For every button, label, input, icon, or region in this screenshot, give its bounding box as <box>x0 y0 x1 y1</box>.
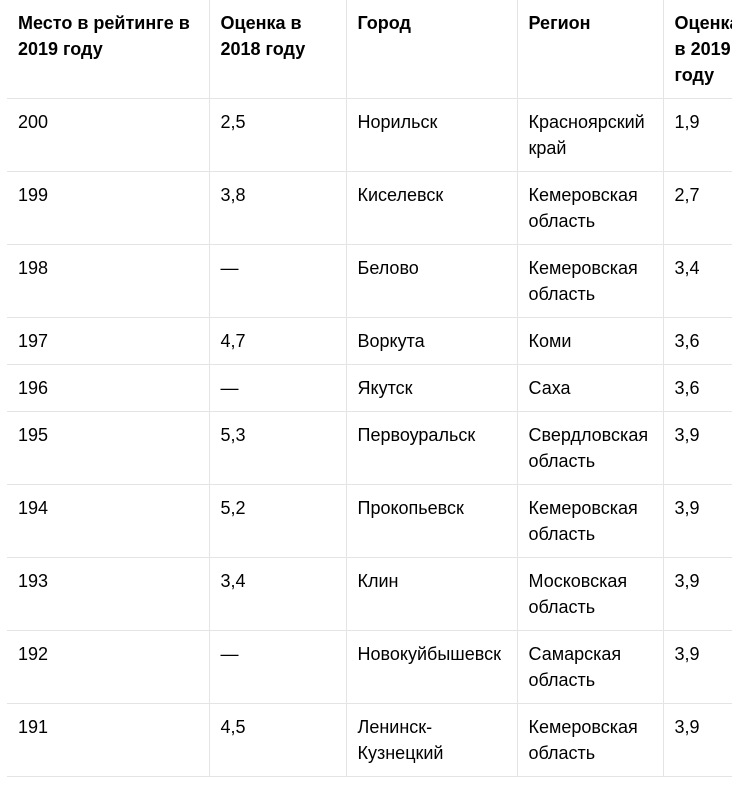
header-region: Регион <box>516 0 664 99</box>
cell-rank: 198 <box>7 244 210 318</box>
header-rank-2019: Место в рейтинге в 2019 году <box>7 0 210 99</box>
table-row: 191 4,5 Ленинск-Кузнецкий Кемеровская об… <box>7 703 732 777</box>
table-header-row: Место в рейтинге в 2019 году Оценка в 20… <box>7 0 732 99</box>
cell-score-2019: 3,6 <box>662 317 732 365</box>
table-row: 199 3,8 Киселевск Кемеровская область 2,… <box>7 171 732 245</box>
cell-score-2018: — <box>208 364 347 412</box>
cell-score-2018: 5,2 <box>208 484 347 558</box>
cell-score-2019: 3,6 <box>662 364 732 412</box>
cell-score-2019: 3,9 <box>662 484 732 558</box>
cell-region: Кемеровская область <box>516 703 664 777</box>
cell-score-2018: 5,3 <box>208 411 347 485</box>
cell-score-2018: 3,8 <box>208 171 347 245</box>
cell-city: Белово <box>345 244 518 318</box>
table-row: 194 5,2 Прокопьевск Кемеровская область … <box>7 484 732 558</box>
header-score-2018: Оценка в 2018 году <box>208 0 347 99</box>
cell-score-2019: 1,9 <box>662 98 732 172</box>
cell-rank: 196 <box>7 364 210 412</box>
cell-region: Красноярский край <box>516 98 664 172</box>
cell-city: Первоуральск <box>345 411 518 485</box>
table-row: 195 5,3 Первоуральск Свердловская област… <box>7 411 732 485</box>
cell-city: Воркута <box>345 317 518 365</box>
cell-region: Коми <box>516 317 664 365</box>
cell-region: Саха <box>516 364 664 412</box>
cell-score-2019: 3,9 <box>662 630 732 704</box>
cell-score-2018: — <box>208 244 347 318</box>
cell-region: Свердловская область <box>516 411 664 485</box>
table-row: 192 — Новокуйбышевск Самарская область 3… <box>7 630 732 704</box>
cell-city: Клин <box>345 557 518 631</box>
cell-rank: 194 <box>7 484 210 558</box>
cell-score-2018: 2,5 <box>208 98 347 172</box>
table-row: 200 2,5 Норильск Красноярский край 1,9 <box>7 98 732 172</box>
cell-score-2019: 3,9 <box>662 703 732 777</box>
cell-rank: 199 <box>7 171 210 245</box>
cell-score-2019: 3,9 <box>662 557 732 631</box>
cell-rank: 193 <box>7 557 210 631</box>
header-score-2019: Оценка в 2019 году <box>662 0 732 99</box>
cell-city: Якутск <box>345 364 518 412</box>
cell-score-2018: 3,4 <box>208 557 347 631</box>
city-rating-table: Место в рейтинге в 2019 году Оценка в 20… <box>7 0 732 777</box>
cell-region: Самарская область <box>516 630 664 704</box>
cell-rank: 192 <box>7 630 210 704</box>
cell-region: Кемеровская область <box>516 244 664 318</box>
cell-rank: 197 <box>7 317 210 365</box>
cell-score-2018: 4,5 <box>208 703 347 777</box>
header-city: Город <box>345 0 518 99</box>
cell-rank: 191 <box>7 703 210 777</box>
cell-region: Московская область <box>516 557 664 631</box>
cell-rank: 200 <box>7 98 210 172</box>
table-row: 198 — Белово Кемеровская область 3,4 <box>7 244 732 318</box>
cell-city: Прокопьевск <box>345 484 518 558</box>
cell-region: Кемеровская область <box>516 171 664 245</box>
table-row: 193 3,4 Клин Московская область 3,9 <box>7 557 732 631</box>
cell-score-2018: — <box>208 630 347 704</box>
cell-city: Киселевск <box>345 171 518 245</box>
cell-city: Норильск <box>345 98 518 172</box>
cell-city: Ленинск-Кузнецкий <box>345 703 518 777</box>
cell-rank: 195 <box>7 411 210 485</box>
cell-score-2018: 4,7 <box>208 317 347 365</box>
table-row: 197 4,7 Воркута Коми 3,6 <box>7 317 732 365</box>
table-row: 196 — Якутск Саха 3,6 <box>7 364 732 412</box>
cell-region: Кемеровская область <box>516 484 664 558</box>
rating-table-container: Место в рейтинге в 2019 году Оценка в 20… <box>7 0 732 777</box>
cell-score-2019: 2,7 <box>662 171 732 245</box>
cell-score-2019: 3,4 <box>662 244 732 318</box>
cell-city: Новокуйбышевск <box>345 630 518 704</box>
cell-score-2019: 3,9 <box>662 411 732 485</box>
